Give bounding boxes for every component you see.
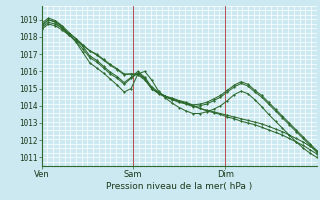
X-axis label: Pression niveau de la mer( hPa ): Pression niveau de la mer( hPa ) bbox=[106, 182, 252, 191]
